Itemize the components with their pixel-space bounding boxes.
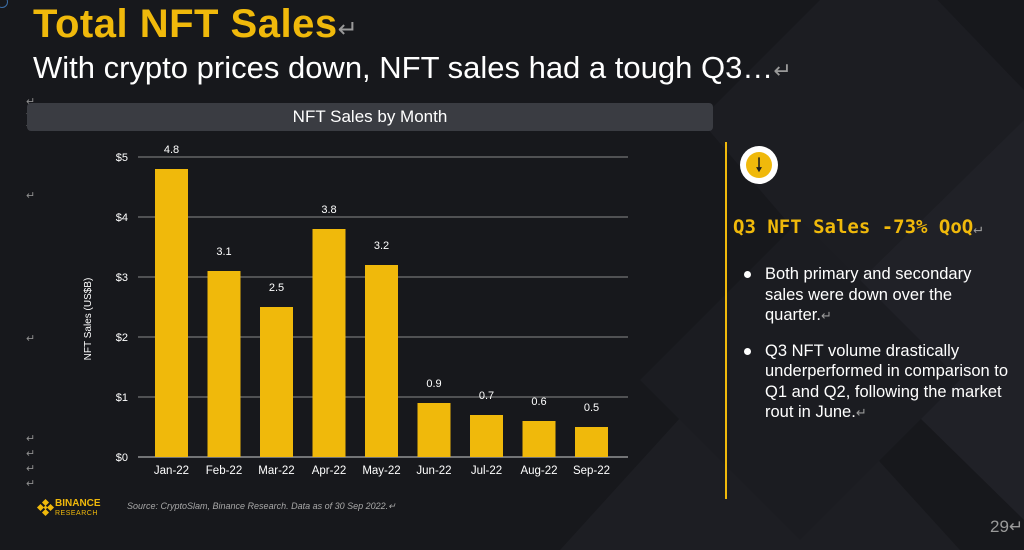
- logo-brand: BINANCE: [55, 498, 101, 509]
- bar: [207, 271, 241, 457]
- chart-title-bar: NFT Sales by Month: [27, 103, 713, 131]
- x-tick-label: May-22: [362, 465, 400, 477]
- bullet-text: Q3 NFT volume drastically underperformed…: [765, 341, 1009, 422]
- stat-headline: Q3 NFT Sales -73% QoQ↵: [733, 216, 982, 238]
- x-tick-label: Feb-22: [206, 465, 242, 477]
- bullet-item: Q3 NFT volume drastically underperformed…: [744, 341, 1014, 424]
- return-mark: ↵: [973, 219, 983, 237]
- bar: [522, 421, 556, 457]
- data-label: 3.2: [374, 240, 389, 252]
- bar: [470, 415, 503, 457]
- x-tick-label: Jan-22: [154, 465, 189, 477]
- data-label: 4.8: [164, 144, 179, 156]
- data-label: 0.9: [426, 378, 441, 390]
- slide-title: Total NFT Sales↵: [33, 2, 358, 47]
- y-tick-label: $3: [116, 272, 128, 284]
- slide-subtitle: With crypto prices down, NFT sales had a…: [33, 50, 792, 86]
- chart-title: NFT Sales by Month: [292, 107, 448, 126]
- bar: [155, 169, 188, 457]
- bullet-text: Both primary and secondary sales were do…: [765, 265, 972, 324]
- slide-title-text: Total NFT Sales: [33, 2, 338, 46]
- source-text: Source: CryptoSlam, Binance Research. Da…: [127, 501, 389, 511]
- data-label: 0.6: [531, 396, 546, 408]
- paragraph-mark: ↵: [26, 333, 35, 345]
- bullet-list: Both primary and secondary sales were do…: [744, 264, 1014, 438]
- data-label: 2.5: [269, 282, 284, 294]
- stat-headline-text: Q3 NFT Sales -73% QoQ: [733, 216, 974, 238]
- return-mark: ↵: [26, 448, 36, 460]
- y-tick-label: $4: [116, 212, 128, 224]
- bullet-item: Both primary and secondary sales were do…: [744, 264, 1014, 327]
- slide-subtitle-text: With crypto prices down, NFT sales had a…: [33, 50, 774, 85]
- return-mark: ↵: [388, 501, 396, 511]
- bar: [417, 403, 451, 457]
- return-mark: ↵: [855, 405, 867, 420]
- return-mark: ↵: [26, 478, 36, 490]
- corner-marker: [0, 0, 8, 8]
- panel-divider: [725, 142, 727, 499]
- return-mark: ↵: [773, 58, 792, 83]
- data-label: 3.8: [321, 204, 336, 216]
- return-mark: ↵: [26, 333, 36, 345]
- binance-logo-icon: [36, 498, 55, 517]
- y-axis-label: NFT Sales (US$B): [83, 278, 94, 361]
- return-mark: ↵: [26, 433, 36, 445]
- y-tick-label: $1: [116, 392, 128, 404]
- paragraph-marks-bottom: ↵ ↵ ↵ ↵: [26, 432, 35, 492]
- bullet-dot: [744, 271, 751, 278]
- data-label: 0.7: [479, 390, 494, 402]
- paragraph-mark: ↵: [26, 190, 35, 202]
- source-note: Source: CryptoSlam, Binance Research. Da…: [127, 501, 396, 512]
- return-mark: ↵: [26, 463, 36, 475]
- down-badge: 🠓: [740, 146, 778, 184]
- return-mark: ↵: [337, 16, 359, 43]
- bar: [260, 307, 293, 457]
- y-tick-label: $0: [116, 452, 128, 464]
- y-tick-label: $5: [116, 152, 128, 164]
- bullet-dot: [744, 347, 751, 355]
- return-mark: ↵: [820, 308, 832, 323]
- page-number: 29↵: [990, 517, 1023, 537]
- data-label: 0.5: [584, 402, 599, 414]
- data-label: 3.1: [216, 246, 231, 258]
- x-tick-label: Aug-22: [520, 465, 557, 477]
- logo-sub: RESEARCH: [55, 510, 98, 517]
- page-number-text: 29: [990, 517, 1009, 536]
- x-tick-label: Apr-22: [312, 465, 347, 477]
- return-mark: ↵: [26, 96, 36, 108]
- bar: [365, 265, 398, 457]
- x-tick-label: Mar-22: [258, 465, 294, 477]
- return-mark: ↵: [26, 190, 36, 202]
- y-tick-label: $2: [116, 332, 128, 344]
- x-tick-label: Jul-22: [471, 465, 502, 477]
- arrow-down-icon: 🠓: [746, 152, 772, 178]
- bar: [575, 427, 608, 457]
- return-mark: ↵: [1008, 517, 1024, 536]
- x-tick-label: Sep-22: [573, 465, 610, 477]
- x-tick-label: Jun-22: [416, 465, 451, 477]
- bar-chart: $0 $1 $2 $3 $4 $5 NFT Sales (US$B) 4.8 Jan-22 3.1…: [83, 144, 628, 477]
- bar: [312, 229, 346, 457]
